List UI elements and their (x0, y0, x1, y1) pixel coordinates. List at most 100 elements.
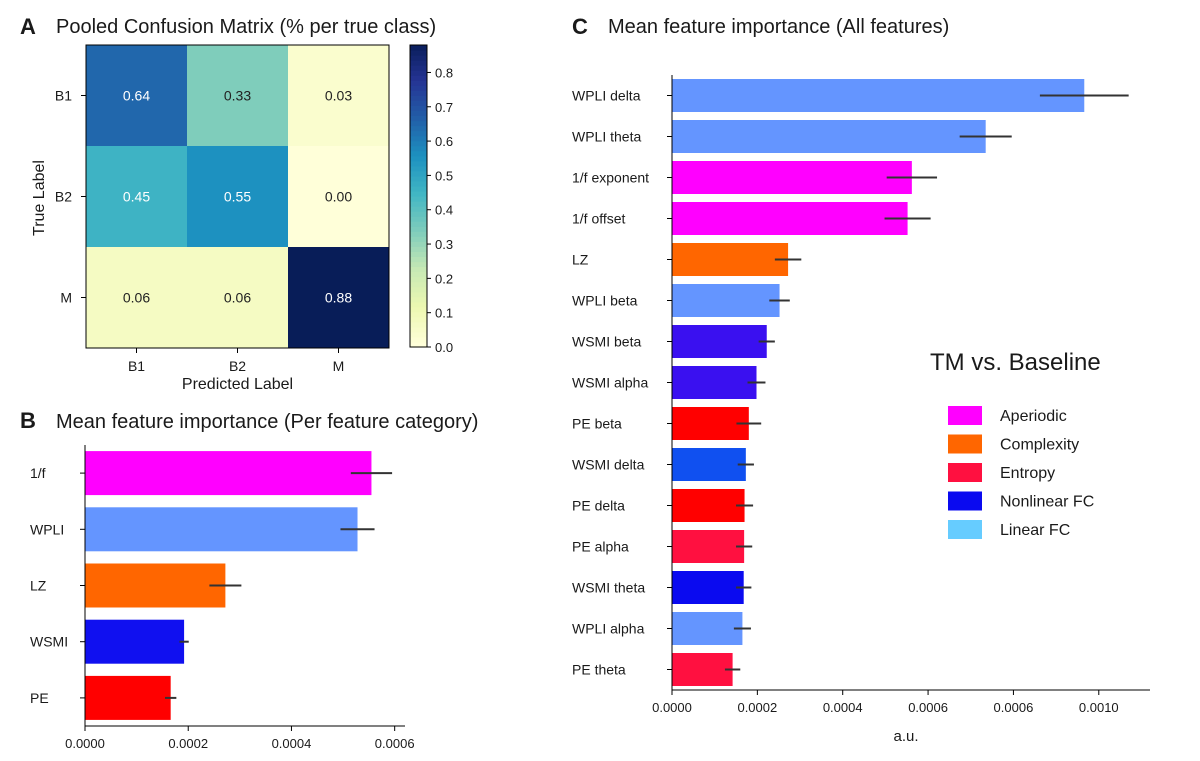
panel-c-feature-importance: C Mean feature importance (All features) W… (572, 14, 1150, 745)
heatmap-cell (288, 146, 389, 247)
x-tick-label: 0.0006 (994, 700, 1034, 715)
heatmap-cell-label: 0.88 (325, 290, 352, 306)
y-tick-label: WSMI beta (572, 334, 641, 350)
bar (672, 489, 745, 522)
colorbar-segment (410, 185, 427, 192)
colorbar-segment (410, 261, 427, 268)
colorbar-tick-label: 0.3 (435, 237, 453, 252)
heatmap-cell (187, 45, 288, 146)
panel-c-title: Mean feature importance (All features) (608, 16, 949, 38)
colorbar-segment (410, 211, 427, 217)
colorbar-segment (410, 281, 427, 288)
colorbar-segment (410, 50, 427, 56)
panel-b-title: Mean feature importance (Per feature cat… (56, 411, 478, 433)
y-tick-label: PE beta (572, 416, 622, 432)
bar (85, 675, 171, 720)
colorbar-segment (410, 45, 427, 51)
colorbar-segment (410, 125, 427, 132)
y-tick-label: WSMI delta (572, 457, 645, 473)
colorbar-tick-label: 0.4 (435, 203, 453, 218)
colorbar-segment (410, 301, 427, 308)
colorbar-tick-label: 0.2 (435, 271, 453, 286)
y-tick-label: WSMI (30, 634, 68, 650)
colorbar-segment (410, 321, 427, 328)
colorbar-segment (410, 140, 427, 147)
colorbar-segment (410, 341, 427, 348)
colorbar-segment (410, 145, 427, 152)
colorbar-segment (410, 276, 427, 283)
panel-a-confusion-matrix: A Pooled Confusion Matrix (% per true cla… (20, 14, 453, 393)
legend-label: Nonlinear FC (1000, 494, 1094, 511)
legend-label: Aperiodic (1000, 408, 1067, 425)
colorbar-tick-label: 0.7 (435, 100, 453, 115)
heatmap-cell-label: 0.06 (224, 290, 251, 306)
heatmap-cell (187, 247, 288, 348)
x-tick-label: 0.0010 (1079, 700, 1119, 715)
colorbar-segment (410, 80, 427, 86)
colorbar-segment (410, 90, 427, 96)
colorbar-segment (410, 105, 427, 112)
y-tick-label: PE (30, 690, 49, 706)
x-tick-label: 0.0002 (737, 700, 777, 715)
colorbar-tick-label: 0.1 (435, 306, 453, 321)
colorbar-tick-label: 0.0 (435, 340, 453, 355)
y-tick-label: B2 (55, 189, 72, 205)
panel-b-letter: B (20, 408, 36, 433)
bar (672, 612, 743, 645)
y-tick-label: LZ (30, 578, 47, 594)
legend-swatch (948, 434, 982, 454)
bar (672, 448, 746, 481)
legend-swatch (948, 463, 982, 482)
bar (672, 653, 733, 686)
colorbar-segment (410, 256, 427, 263)
y-tick-label: PE alpha (572, 539, 629, 555)
heatmap-cell (288, 45, 389, 146)
legend-swatch (948, 491, 982, 511)
colorbar-segment (410, 130, 427, 137)
y-tick-label: WSMI alpha (572, 375, 648, 391)
y-tick-label: PE delta (572, 498, 625, 514)
colorbar-tick-label: 0.6 (435, 134, 453, 149)
colorbar-segment (410, 236, 427, 242)
panel-a-letter: A (20, 14, 36, 39)
colorbar-segment (410, 55, 427, 61)
y-tick-label: PE theta (572, 662, 626, 678)
colorbar-segment (410, 221, 427, 227)
x-axis-label: Predicted Label (182, 376, 293, 393)
heatmap-cell (86, 146, 187, 247)
y-tick-label: WSMI theta (572, 580, 645, 596)
bar (672, 325, 767, 358)
panel-c-letter: C (572, 14, 588, 39)
colorbar-segment (410, 135, 427, 142)
colorbar-segment (410, 296, 427, 303)
bar (672, 120, 986, 153)
heatmap-cell-label: 0.55 (224, 189, 251, 205)
colorbar-segment (410, 95, 427, 101)
panel-b-category-importance: B Mean feature importance (Per feature ca… (20, 408, 478, 751)
colorbar-segment (410, 115, 427, 122)
heatmap-cell (187, 146, 288, 247)
bar (672, 161, 912, 194)
x-tick-label: 0.0000 (65, 736, 105, 751)
colorbar-segment (410, 271, 427, 278)
legend-title: TM vs. Baseline (930, 349, 1101, 376)
colorbar-segment (410, 75, 427, 81)
x-tick-label: 0.0006 (908, 700, 948, 715)
bar (672, 284, 780, 317)
colorbar-segment (410, 306, 427, 313)
y-tick-label: LZ (572, 252, 589, 268)
x-tick-label: 0.0000 (652, 700, 692, 715)
legend-label: Linear FC (1000, 522, 1070, 539)
colorbar-segment (410, 100, 427, 106)
y-tick-label: M (60, 290, 72, 306)
y-tick-label: 1/f offset (572, 211, 626, 227)
bar (85, 619, 185, 664)
colorbar-segment (410, 311, 427, 318)
bar (85, 451, 372, 496)
x-tick-label: 0.0004 (823, 700, 863, 715)
colorbar-segment (410, 180, 427, 187)
colorbar-segment (410, 231, 427, 237)
heatmap-cell (86, 45, 187, 146)
colorbar-segment (410, 316, 427, 323)
heatmap-cell-label: 0.06 (123, 290, 150, 306)
